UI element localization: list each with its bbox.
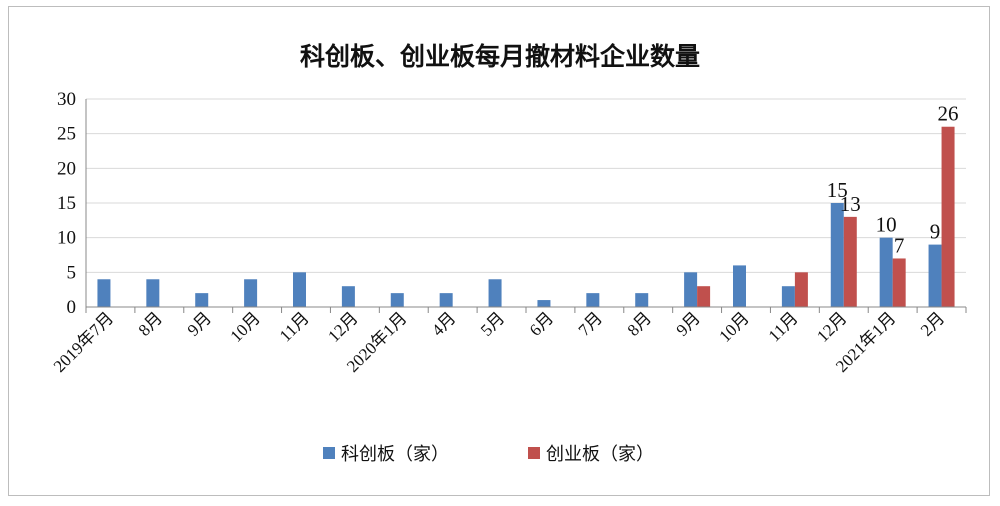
x-tick-label: 2月 (917, 308, 948, 339)
bar-kechuang (586, 293, 600, 307)
bar-chuangye (794, 272, 808, 307)
y-tick-label: 10 (57, 228, 76, 249)
bar-kechuang (684, 272, 698, 307)
x-tick-label: 7月 (575, 308, 606, 339)
legend: 科创板（家） 创业板（家） (323, 444, 654, 465)
bar-kechuang (879, 237, 893, 307)
y-tick-label: 25 (57, 124, 76, 145)
data-label: 15 (827, 178, 848, 202)
bar-chuangye (941, 126, 955, 307)
data-label: 26 (938, 102, 959, 126)
data-label: 10 (876, 213, 897, 237)
x-tick-label: 12月 (324, 308, 361, 345)
y-tick-label: 5 (67, 262, 77, 283)
chart-frame: 科创板、创业板每月撤材料企业数量 0 5 10 15 20 25 30 2019年7月 8月 9月… (8, 6, 990, 496)
x-tick-label: 11月 (765, 308, 802, 345)
legend-swatch (528, 447, 540, 459)
bar-kechuang (733, 265, 746, 307)
y-tick-label: 30 (57, 89, 76, 110)
gridlines (86, 98, 966, 273)
bar-kechuang (928, 244, 942, 307)
bar-chuangye (697, 286, 711, 307)
data-label: 9 (930, 220, 941, 244)
bar-chuangye (892, 258, 906, 307)
bar-chart: 科创板、创业板每月撤材料企业数量 0 5 10 15 20 25 30 2019年7月 8月 9月… (50, 42, 967, 465)
x-tick-label: 2019年7月 (50, 308, 118, 376)
legend-label: 科创板（家） (341, 444, 449, 465)
x-tick-label: 9月 (672, 308, 703, 339)
bars (97, 126, 955, 307)
bar-kechuang (830, 203, 844, 307)
bar-kechuang (244, 279, 258, 307)
bar-kechuang (439, 293, 453, 307)
x-tick-label: 8月 (135, 308, 166, 339)
x-tick-label: 5月 (477, 308, 508, 339)
x-tick-label: 4月 (428, 308, 459, 339)
bar-kechuang (635, 293, 649, 307)
bar-kechuang (341, 286, 355, 307)
x-tick-label: 6月 (526, 308, 557, 339)
bar-kechuang (537, 300, 551, 307)
x-tick-label: 11月 (276, 308, 313, 345)
y-tick-label: 0 (67, 297, 77, 318)
bar-chuangye (843, 216, 857, 307)
x-tick-label: 10月 (715, 308, 752, 345)
x-tick-label: 12月 (813, 308, 850, 345)
bar-kechuang (97, 279, 111, 307)
y-tick-label: 20 (57, 158, 76, 179)
legend-swatch (323, 447, 335, 459)
bar-kechuang (146, 279, 160, 307)
bar-kechuang (195, 293, 209, 307)
data-label: 7 (894, 233, 905, 257)
bar-kechuang (293, 272, 306, 307)
x-tick-label: 8月 (624, 308, 655, 339)
y-tick-label: 15 (57, 193, 76, 214)
x-tick-label: 9月 (184, 308, 215, 339)
x-tick-label: 10月 (226, 308, 263, 345)
bar-kechuang (390, 293, 404, 307)
chart-title: 科创板、创业板每月撤材料企业数量 (300, 42, 700, 71)
bar-kechuang (488, 279, 502, 307)
bar-kechuang (781, 286, 795, 307)
data-label: 13 (840, 192, 861, 216)
legend-label: 创业板（家） (546, 444, 654, 465)
